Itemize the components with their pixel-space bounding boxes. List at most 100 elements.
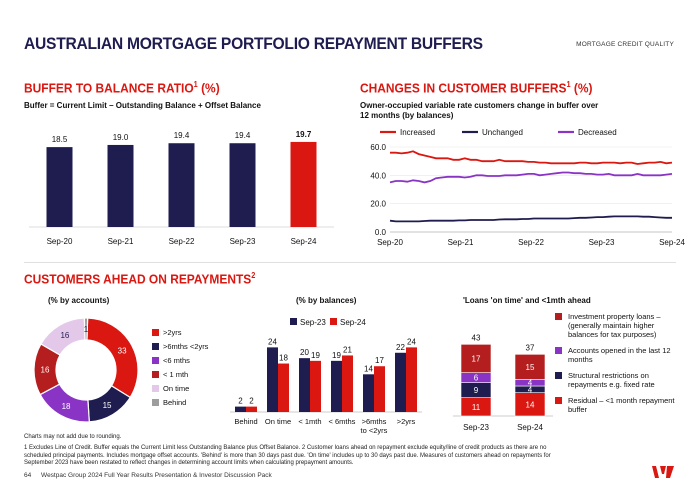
stack-total-label: 37 [526, 343, 535, 352]
group-x-tick: Behind [234, 417, 257, 426]
line-x-tick: Sep-22 [518, 238, 544, 247]
group-bar [267, 347, 278, 412]
changes-buffers-title: CHANGES IN CUSTOMER BUFFERS1 (%) [360, 80, 593, 96]
group-bar-label: 19 [332, 351, 341, 360]
line-legend-label: Decreased [578, 128, 617, 137]
group-bar [374, 366, 385, 412]
stacked-legend-item: Accounts opened in the last 12 months [555, 346, 685, 364]
legend-label: <6 mths [163, 356, 190, 365]
donut-legend-item: <6 mths [152, 356, 208, 365]
group-bar [406, 347, 417, 412]
stack-x-tick: Sep-24 [517, 423, 543, 432]
footnote-line-3: September 2023 have been restated to ref… [24, 460, 354, 466]
group-bar-label: 24 [407, 337, 416, 346]
line-series-increased [390, 150, 673, 165]
ahead-accounts-donut: 33 15 18 16 16 1 [33, 317, 139, 423]
group-bar [342, 355, 353, 412]
donut-slice-label: 15 [103, 401, 112, 410]
donut-legend-item: >2yrs [152, 328, 208, 337]
page-number: 64 [24, 472, 32, 479]
section-divider [24, 262, 676, 263]
group-x-tick: < 6mths [329, 417, 356, 426]
legend-swatch [152, 357, 159, 364]
donut-legend-item: >6mths <2yrs [152, 342, 208, 351]
buffer-ratio-chart: 18.5 Sep-20 19.0 Sep-21 19.4 Sep-22 19.4 Sep-23… [29, 130, 334, 246]
legend-swatch [152, 343, 159, 350]
donut-slice-label: 1 [84, 325, 89, 334]
buffer-bar-label: 19.0 [113, 133, 129, 142]
ahead-title: CUSTOMERS AHEAD ON REPAYMENTS2 [24, 271, 256, 287]
stacked-legend-item: Structural restrictions on repayments e.… [555, 371, 685, 389]
buffer-bar [107, 144, 134, 227]
donut-slice [86, 317, 139, 399]
line-legend-label: Increased [400, 128, 435, 137]
stack-segment-label: 4 [528, 379, 533, 388]
buffer-ratio-subtitle: Buffer = Current Limit – Outstanding Bal… [24, 101, 261, 110]
group-bar [278, 363, 289, 412]
legend-swatch [152, 385, 159, 392]
balances-chart-title: (% by balances) [296, 296, 357, 305]
donut-slice-label: 18 [62, 402, 71, 411]
line-x-tick: Sep-20 [377, 238, 403, 247]
buffer-bar [229, 143, 256, 227]
legend-label: Behind [163, 398, 187, 407]
buffer-bar [168, 143, 195, 227]
stacked-legend-item: Investment property loans – (generally m… [555, 312, 685, 339]
group-legend-swatch [290, 318, 297, 325]
group-legend-label: Sep-24 [340, 318, 366, 327]
buffer-bar-label: 19.7 [296, 130, 312, 139]
line-series-unchanged [389, 215, 672, 223]
group-bar-label: 20 [300, 348, 309, 357]
stack-segment-label: 11 [472, 403, 481, 412]
donut-slice-label: 16 [60, 331, 69, 340]
donut-slice-label: 33 [118, 347, 127, 356]
group-x-tick: >6mths [362, 417, 387, 426]
group-bar-label: 14 [364, 364, 373, 373]
donut-title: (% by accounts) [48, 296, 110, 305]
legend-label: Accounts opened in the last 12 months [568, 346, 671, 364]
group-legend-label: Sep-23 [300, 318, 326, 327]
legend-swatch [555, 372, 562, 379]
line-y-tick: 40.0 [370, 171, 386, 180]
buffer-bar [46, 147, 73, 227]
changes-buffers-subtitle-1: Owner-occupied variable rate customers c… [360, 101, 599, 110]
buffer-x-tick: Sep-23 [230, 237, 256, 246]
donut-legend: >2yrs >6mths <2yrs <6 mths < 1 mth On time Be… [152, 328, 208, 412]
buffer-x-tick: Sep-21 [108, 237, 134, 246]
changes-buffers-subtitle-2: 12 months (by balances) [360, 111, 454, 120]
rounding-note: Charts may not add due to rounding. [24, 434, 122, 440]
group-bar-label: 21 [343, 345, 352, 354]
buffer-x-tick: Sep-24 [291, 237, 317, 246]
group-bar-label: 18 [279, 354, 288, 363]
donut-legend-item: < 1 mth [152, 370, 208, 379]
group-bar [395, 352, 406, 412]
buffer-bar-label: 19.4 [174, 131, 190, 140]
page-title: AUSTRALIAN MORTGAGE PORTFOLIO REPAYMENT … [24, 34, 483, 53]
stack-segment-label: 9 [474, 386, 479, 395]
stacked-legend-item: Residual – <1 month repayment buffer [555, 396, 685, 414]
line-y-tick: 0.0 [375, 228, 387, 237]
group-bar-label: 24 [268, 337, 277, 346]
westpac-logo-icon [652, 466, 674, 478]
buffer-bar-label: 18.5 [52, 135, 68, 144]
line-y-tick: 20.0 [370, 200, 386, 209]
donut-legend-item: On time [152, 384, 208, 393]
stack-segment-label: 14 [526, 400, 535, 409]
stack-segment-label: 15 [526, 363, 535, 372]
stacked-legend: Investment property loans – (generally m… [555, 312, 685, 421]
legend-label: Structural restrictions on repayments e.… [568, 371, 655, 389]
group-legend-swatch [330, 318, 337, 325]
group-bar-label: 19 [311, 351, 320, 360]
footnote-line-2: scheduled principal payments. Includes m… [24, 452, 551, 459]
stack-total-label: 43 [472, 333, 481, 342]
legend-label: On time [163, 384, 190, 393]
section-tag: MORTGAGE CREDIT QUALITY [576, 41, 674, 48]
group-x-tick: >2yrs [397, 417, 416, 426]
buffer-x-tick: Sep-20 [47, 237, 73, 246]
legend-swatch [555, 313, 562, 320]
line-legend-label: Unchanged [482, 128, 523, 137]
line-x-tick: Sep-24 [659, 238, 685, 247]
stacked-chart-title: 'Loans 'on time' and <1mth ahead [463, 296, 591, 305]
legend-label: < 1 mth [163, 370, 189, 379]
